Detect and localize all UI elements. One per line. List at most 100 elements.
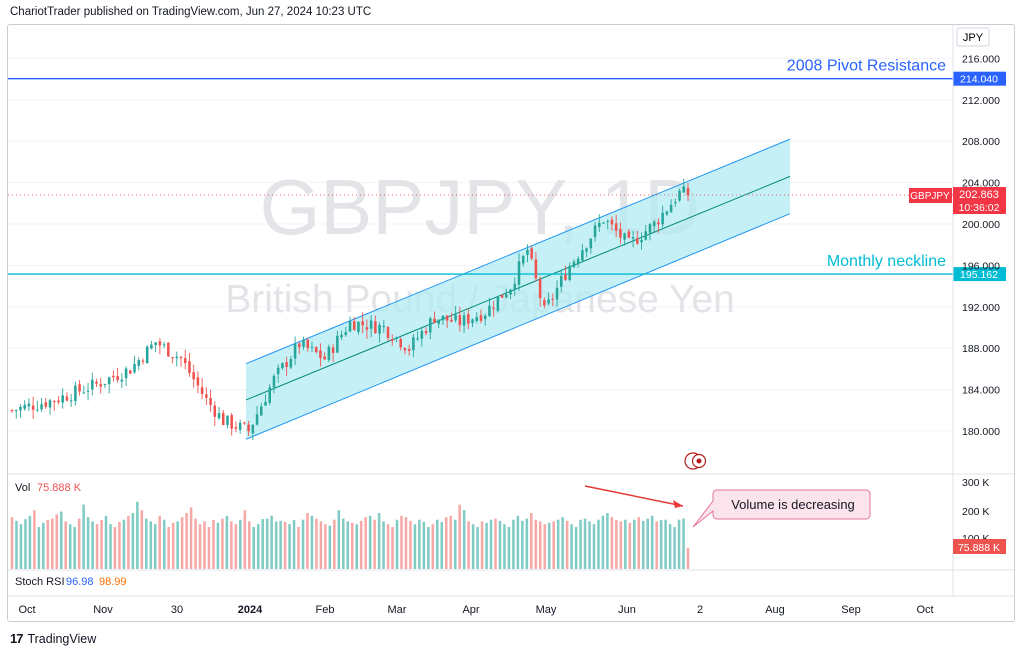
price-axis[interactable]: JPY 216.000 212.000 208.000 204.000 200.000 1… [952, 25, 1000, 596]
volume-bar [46, 520, 50, 569]
candle-body [454, 314, 457, 321]
volume-bar [109, 524, 112, 569]
candle-body [310, 346, 314, 348]
time-tick: Jun [618, 604, 636, 616]
volume-bar [279, 520, 282, 569]
candle-body [644, 231, 648, 240]
volume-bar [333, 519, 336, 569]
volume-bar [230, 521, 233, 569]
volume-bar [467, 521, 470, 569]
vol-label: Vol [15, 482, 30, 494]
volume-bar [42, 522, 45, 569]
candle-body [251, 424, 255, 434]
candle-body [103, 383, 107, 385]
volume-bar [556, 519, 560, 569]
footer: 17 TradingView [10, 631, 96, 646]
candle-body [272, 375, 276, 388]
candle-body [221, 413, 225, 425]
time-tick: 30 [171, 604, 183, 616]
candle-body [648, 224, 652, 233]
candle-body [162, 344, 166, 346]
tradingview-logo-icon: 17 [10, 631, 24, 646]
candle-body [568, 265, 571, 281]
candle-body [488, 305, 491, 317]
candle-body [458, 315, 462, 326]
candle-body [10, 410, 14, 412]
volume-annotation[interactable]: Volume is decreasing [584, 485, 871, 528]
volume-axis: 300 K 200 K 100 K 75.888 K [953, 477, 1006, 554]
candle-body [543, 300, 546, 306]
price-tick: 192.000 [962, 302, 1000, 314]
candle-body [538, 279, 542, 299]
neckline-price-tag-text: 195.162 [960, 269, 998, 281]
volume-bar [583, 518, 587, 569]
candle-body [150, 344, 153, 349]
candle-body [661, 212, 664, 225]
volume-bar [288, 524, 291, 569]
candle-body [369, 320, 373, 329]
volume-bar [100, 520, 103, 569]
symbol-tag-text: GBPJPY [910, 191, 950, 202]
candle-body [226, 415, 229, 425]
replay-marker-icon[interactable] [684, 452, 707, 470]
volume-bar [400, 515, 403, 569]
volume-bar [158, 515, 162, 569]
candle-body [86, 390, 90, 392]
volume-bar [368, 515, 372, 569]
price-tick: 208.000 [962, 136, 1000, 148]
volume-bar [444, 517, 448, 569]
channel-upper-line[interactable] [245, 138, 791, 365]
volume-bar [64, 521, 67, 569]
volume-bar [189, 507, 193, 569]
regression-channel[interactable] [245, 138, 791, 440]
candle-body [500, 294, 504, 298]
volume-bar [494, 518, 497, 569]
volume-bar [337, 510, 341, 569]
time-tick: 2 [697, 604, 703, 616]
volume-bar [315, 518, 318, 569]
candle-body [243, 422, 246, 424]
candle-body [205, 394, 208, 398]
channel-fill [246, 139, 790, 440]
time-axis[interactable]: Oct Nov 30 2024 Feb Mar Apr May Jun 2 Aug Sep Oct [18, 604, 933, 616]
candle-body [564, 274, 567, 280]
candle-body [424, 331, 428, 334]
candle-body [192, 372, 195, 380]
price-tick: 184.000 [962, 385, 1000, 397]
candle-body [23, 404, 26, 409]
time-tick: Oct [916, 604, 933, 616]
candle-body [551, 298, 555, 300]
candle-body [348, 321, 352, 332]
volume-bar [436, 519, 439, 569]
candle-body [640, 239, 643, 243]
candle-body [598, 222, 601, 228]
volume-bar [570, 524, 573, 569]
candle-body [327, 346, 331, 360]
volume-bar [243, 510, 247, 569]
candle-body [133, 363, 136, 373]
volume-bar [409, 520, 412, 569]
volume-bar [136, 501, 139, 569]
volume-bar [225, 515, 229, 569]
channel-lower-line[interactable] [245, 213, 791, 440]
horizontal-levels[interactable]: 2008 Pivot Resistance 214.040 Monthly neck… [8, 58, 1006, 282]
volume-bar [350, 522, 354, 569]
candle-body [471, 319, 474, 324]
candle-body [374, 321, 377, 334]
candle-body [238, 422, 242, 430]
channel-mid-line[interactable] [245, 175, 791, 401]
candle-body [395, 337, 398, 339]
last-price-marker[interactable]: GBPJPY 202.863 10:36:02 [8, 187, 1006, 214]
candle-body [572, 261, 576, 267]
candle-body [116, 376, 119, 381]
candle-body [158, 341, 162, 346]
volume-bar [198, 524, 202, 569]
volume-bar [503, 524, 506, 569]
candle-body [217, 413, 221, 419]
time-tick: Sep [841, 604, 861, 616]
volume-bar [77, 518, 81, 569]
candle-body [505, 294, 508, 298]
volume-bar [489, 519, 493, 569]
currency-box[interactable] [956, 27, 990, 47]
